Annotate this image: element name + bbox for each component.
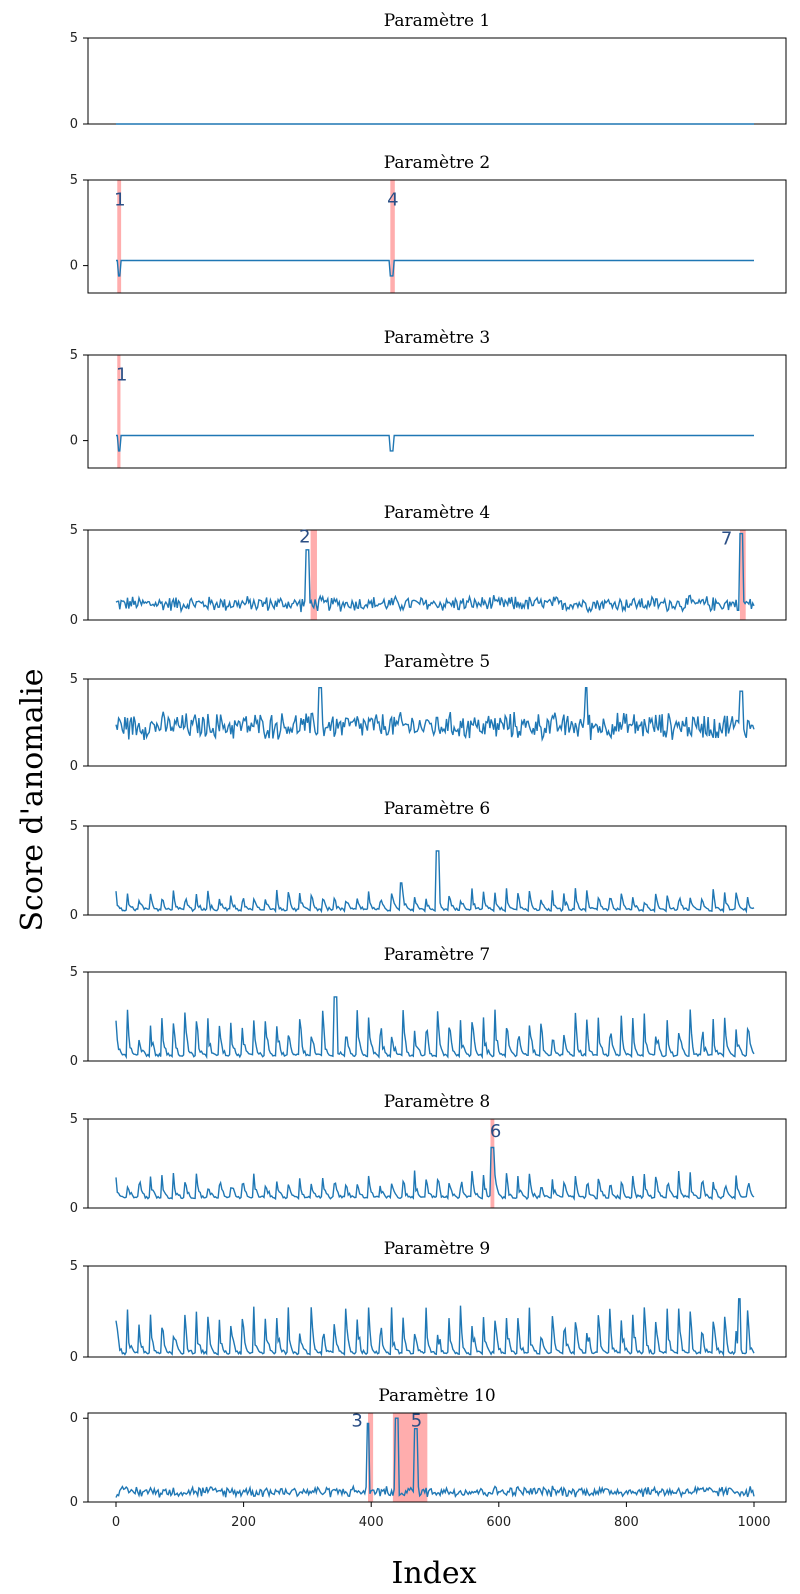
panel-title: Paramètre 3 (384, 328, 491, 348)
panel-7: Paramètre 7 0 5 (70, 945, 787, 1069)
y-tick-label: 5 (70, 31, 78, 46)
panel-3: Paramètre 3 0 5 1 (70, 328, 787, 469)
y-tick-label: 0 (70, 613, 78, 628)
y-tick-label: 0 (70, 759, 78, 774)
anomaly-label-6: 6 (490, 1121, 501, 1142)
panel-8: Paramètre 8 0 5 6 (70, 1092, 787, 1216)
anomaly-label-5: 5 (411, 1411, 422, 1432)
x-tick-label: 0 (112, 1515, 120, 1530)
anomaly-label-1: 1 (116, 365, 127, 386)
panel-9: Paramètre 9 0 5 (70, 1239, 787, 1365)
y-tick-label: 5 (70, 819, 78, 834)
y-tick-label: 0 (70, 1495, 78, 1510)
series-line (115, 1417, 755, 1499)
series-line (115, 687, 755, 743)
panel-frame (87, 1118, 787, 1209)
panel-title: Paramètre 8 (384, 1092, 491, 1112)
y-tick-label: 5 (70, 1112, 78, 1127)
anomaly-highlight-2 (390, 180, 395, 293)
x-tick-label: 200 (231, 1515, 256, 1530)
panel-5: Paramètre 5 0 5 (70, 652, 787, 774)
panel-frame (87, 825, 787, 916)
anomaly-label-2: 2 (299, 527, 310, 548)
y-tick-label: 0 (70, 1411, 78, 1426)
panel-10: Paramètre 10 0 0 3 5 (70, 1386, 787, 1510)
series-line (115, 850, 755, 914)
panel-1: Paramètre 1 0 5 (70, 11, 787, 132)
x-axis-label: Index (391, 1556, 476, 1591)
panel-frame (87, 971, 787, 1062)
panel-frame (87, 678, 787, 767)
panel-title: Paramètre 2 (384, 153, 491, 173)
y-tick-label: 0 (70, 434, 78, 449)
y-tick-label: 5 (70, 1259, 78, 1274)
panel-title: Paramètre 7 (384, 945, 491, 965)
series-line (115, 532, 755, 614)
panel-frame (87, 1265, 787, 1358)
series-line (115, 1146, 755, 1202)
panel-frame (87, 1412, 787, 1503)
anomaly-highlight-1 (310, 530, 317, 620)
x-tick-label: 400 (359, 1515, 384, 1530)
anomaly-label-7: 7 (721, 528, 732, 549)
y-tick-label: 0 (70, 259, 78, 274)
y-tick-label: 0 (70, 1350, 78, 1365)
x-tick-label: 1000 (737, 1515, 770, 1530)
panel-6: Paramètre 6 0 5 (70, 799, 787, 923)
panel-4: Paramètre 4 0 5 2 7 (70, 503, 787, 628)
anomaly-highlight-1 (117, 355, 121, 468)
y-tick-label: 0 (70, 117, 78, 132)
panel-frame (87, 529, 787, 621)
anomaly-highlight-1 (368, 1413, 374, 1502)
y-tick-label: 0 (70, 1201, 78, 1216)
panel-title: Paramètre 10 (378, 1386, 495, 1406)
series-line (116, 434, 754, 452)
panel-2: Paramètre 2 0 5 1 4 (70, 153, 787, 294)
panel-title: Paramètre 6 (384, 799, 491, 819)
panel-title: Paramètre 5 (384, 652, 491, 672)
anomaly-label-1: 1 (114, 190, 125, 211)
anomaly-highlight-1 (117, 180, 122, 293)
panel-title: Paramètre 1 (384, 11, 491, 31)
y-axis-label: Score d'anomalie (15, 668, 50, 931)
y-tick-label: 5 (70, 672, 78, 687)
x-tick-label: 600 (486, 1515, 511, 1530)
anomaly-highlight-1 (490, 1119, 495, 1208)
y-tick-label: 5 (70, 348, 78, 363)
panel-frame (87, 354, 787, 469)
y-tick-label: 0 (70, 908, 78, 923)
y-tick-label: 0 (70, 1054, 78, 1069)
y-tick-label: 5 (70, 173, 78, 188)
y-tick-label: 5 (70, 523, 78, 538)
panel-title: Paramètre 4 (384, 503, 491, 523)
x-tick-label: 800 (614, 1515, 639, 1530)
series-line (116, 259, 754, 277)
panel-title: Paramètre 9 (384, 1239, 491, 1259)
panel-frame (87, 37, 787, 125)
y-tick-label: 5 (70, 965, 78, 980)
anomaly-label-4: 4 (387, 190, 398, 211)
series-line (115, 996, 755, 1060)
panel-frame (87, 179, 787, 294)
series-line (115, 1298, 755, 1358)
anomaly-label-3: 3 (351, 1411, 362, 1432)
